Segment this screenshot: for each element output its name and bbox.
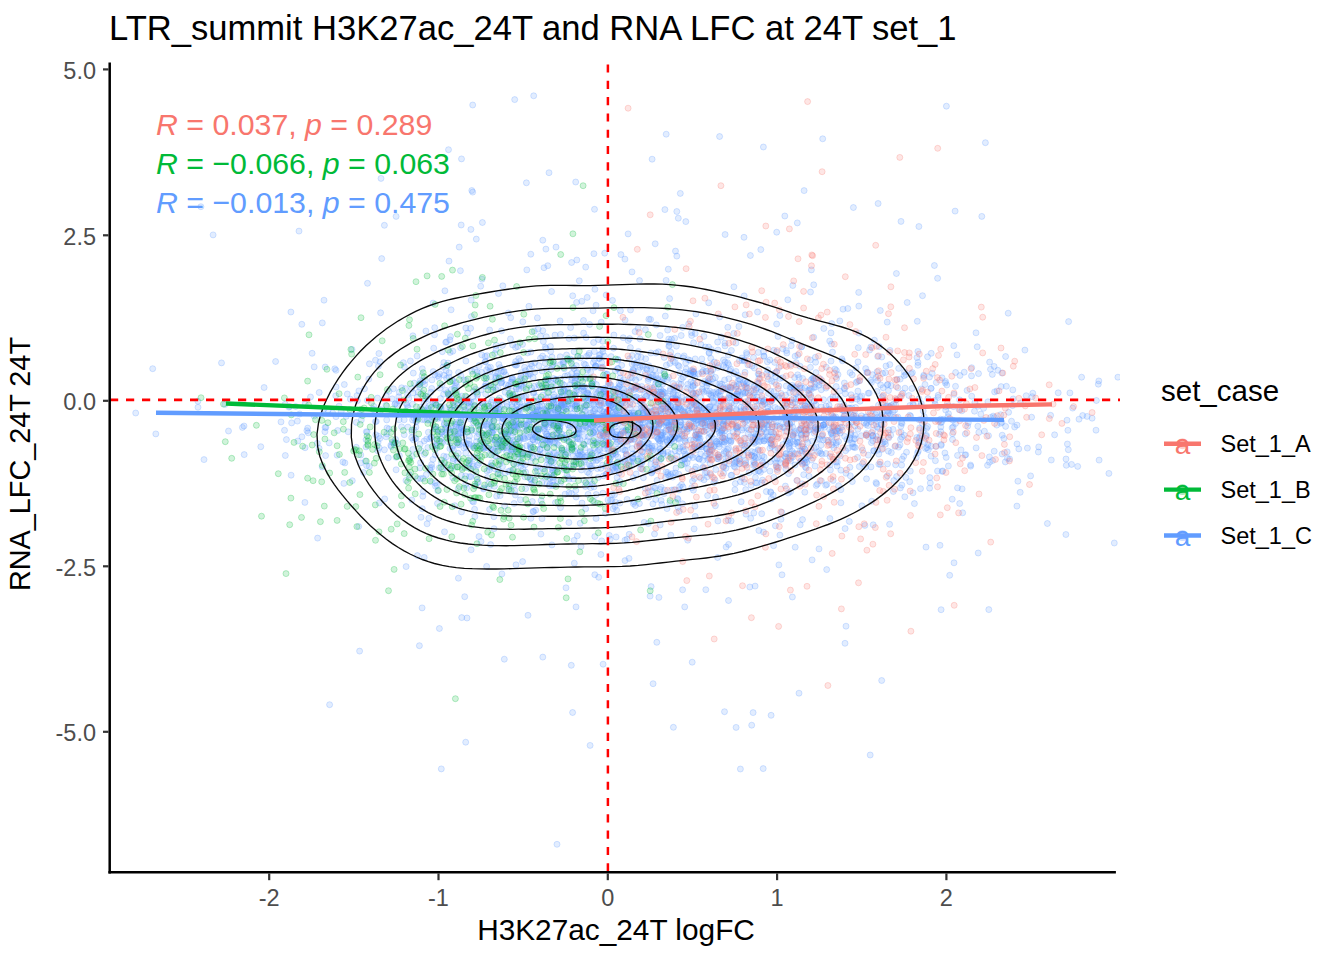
svg-text:2: 2 xyxy=(940,885,953,911)
svg-text:-1: -1 xyxy=(428,885,449,911)
svg-text:Set_1_A: Set_1_A xyxy=(1221,431,1311,457)
svg-text:-5.0: -5.0 xyxy=(56,720,97,746)
svg-text:2.5: 2.5 xyxy=(63,224,96,250)
svg-text:a: a xyxy=(1175,475,1191,506)
svg-text:set_case: set_case xyxy=(1161,374,1279,407)
svg-text:RNA_LFC_24T 24T: RNA_LFC_24T 24T xyxy=(4,337,36,591)
svg-text:0.0: 0.0 xyxy=(63,389,96,415)
svg-text:1: 1 xyxy=(771,885,784,911)
svg-text:R = −0.066, p = 0.063: R = −0.066, p = 0.063 xyxy=(156,147,450,180)
svg-text:LTR_summit H3K27ac_24T and RNA: LTR_summit H3K27ac_24T and RNA LFC at 24… xyxy=(109,9,957,47)
svg-text:-2: -2 xyxy=(259,885,280,911)
svg-text:R = 0.037, p = 0.289: R = 0.037, p = 0.289 xyxy=(156,108,432,141)
svg-text:R = −0.013, p = 0.475: R = −0.013, p = 0.475 xyxy=(156,186,450,219)
svg-text:5.0: 5.0 xyxy=(63,58,96,84)
svg-text:Set_1_C: Set_1_C xyxy=(1221,523,1312,549)
svg-text:a: a xyxy=(1175,429,1191,460)
svg-text:a: a xyxy=(1175,521,1191,552)
svg-text:H3K27ac_24T logFC: H3K27ac_24T logFC xyxy=(477,913,755,946)
svg-text:-2.5: -2.5 xyxy=(56,555,97,581)
svg-text:Set_1_B: Set_1_B xyxy=(1221,477,1311,503)
svg-text:0: 0 xyxy=(601,885,614,911)
